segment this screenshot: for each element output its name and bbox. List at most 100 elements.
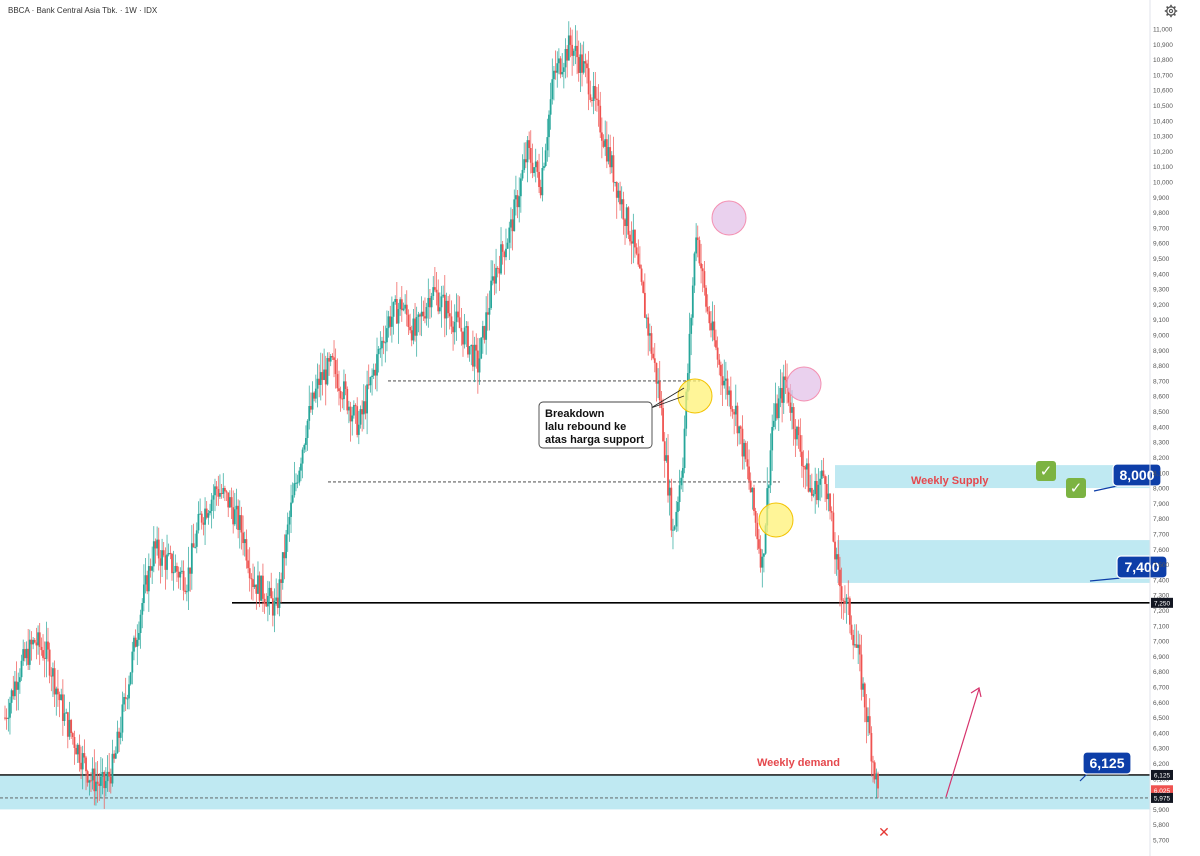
candle	[564, 38, 567, 79]
candle	[858, 633, 861, 672]
candle-body	[754, 511, 757, 523]
candle	[748, 449, 750, 490]
candle-body	[787, 387, 790, 403]
candle-body	[427, 297, 430, 308]
candle	[149, 558, 152, 578]
candle-body	[678, 485, 681, 503]
candle	[539, 179, 542, 199]
candle	[612, 136, 615, 192]
callout-text-line: Breakdown	[545, 408, 605, 420]
candle-body	[7, 717, 10, 719]
breakdown-highlight-circle	[677, 378, 713, 414]
candle	[557, 48, 560, 75]
candle-body	[53, 668, 56, 695]
candle-body	[627, 207, 630, 235]
candle-body	[650, 333, 653, 354]
candle-body	[612, 155, 615, 183]
candle	[262, 563, 264, 612]
candle-body	[248, 568, 251, 579]
candle	[850, 615, 853, 640]
candle-body	[870, 733, 873, 762]
candle-body	[711, 321, 714, 331]
candle	[351, 406, 354, 436]
candle	[336, 358, 339, 392]
candle-body	[632, 229, 635, 244]
candle-body	[589, 94, 592, 100]
candle	[660, 391, 663, 416]
candle-body	[253, 584, 256, 588]
candle-body	[519, 178, 522, 197]
candle	[472, 330, 474, 372]
candle-body	[357, 424, 360, 435]
candle	[410, 325, 413, 347]
candle-body	[683, 428, 686, 469]
candle-body	[581, 54, 583, 73]
candle-body	[579, 54, 582, 73]
candle	[462, 331, 464, 357]
candle-body	[630, 241, 633, 244]
candle-body	[721, 376, 724, 386]
candle-body	[792, 407, 795, 429]
candle-body	[233, 509, 236, 525]
candle	[204, 497, 206, 545]
candle-body	[734, 405, 737, 415]
candle-body	[346, 388, 349, 411]
candle-body	[255, 584, 258, 594]
candle	[118, 727, 120, 752]
candle-body	[695, 237, 698, 254]
candle-body	[822, 470, 825, 477]
candle-body	[361, 409, 364, 415]
candle	[17, 672, 20, 711]
candle	[561, 53, 564, 78]
candle	[4, 705, 6, 721]
candle	[430, 292, 433, 318]
candle-body	[523, 159, 526, 170]
settings-gear-icon[interactable]	[1164, 4, 1178, 18]
rebound-highlight-circle	[758, 502, 794, 538]
candle-body	[614, 182, 617, 184]
candle-body	[852, 634, 855, 646]
candle	[334, 348, 337, 389]
candle	[872, 755, 874, 783]
candle	[485, 296, 488, 355]
candle-body	[415, 316, 418, 336]
candle	[779, 369, 782, 408]
candle	[693, 251, 696, 293]
candle-body	[817, 484, 820, 501]
candle	[58, 691, 61, 718]
candle	[531, 143, 534, 179]
candle-body	[531, 162, 534, 173]
candle-body	[372, 369, 375, 376]
price-tick-label: 8,800	[1153, 363, 1170, 370]
candle	[101, 758, 104, 795]
candle-body	[20, 660, 23, 678]
candle	[814, 467, 817, 514]
price-tick-label: 10,200	[1153, 149, 1173, 156]
candle	[187, 546, 190, 610]
candle	[326, 352, 329, 386]
candle	[172, 550, 175, 591]
candle-body	[433, 287, 436, 290]
candle	[447, 295, 450, 319]
candle-body	[121, 704, 124, 733]
candle	[523, 142, 526, 173]
candle	[534, 148, 537, 183]
price-tick-label: 8,000	[1153, 486, 1170, 493]
candle	[571, 29, 574, 76]
candle	[339, 386, 342, 412]
candle-body	[665, 455, 668, 461]
candle-body	[293, 483, 296, 496]
candle	[577, 40, 580, 82]
candle	[739, 425, 742, 445]
candle	[427, 278, 430, 328]
price-tick-label: 7,000	[1153, 639, 1170, 646]
candle	[567, 21, 570, 61]
candle	[399, 297, 402, 316]
price-tick-label: 6,900	[1153, 654, 1170, 661]
candle	[359, 405, 362, 429]
candle-body	[860, 654, 863, 690]
candle-body	[202, 522, 205, 525]
candle	[258, 571, 261, 608]
candle-body	[171, 553, 173, 574]
